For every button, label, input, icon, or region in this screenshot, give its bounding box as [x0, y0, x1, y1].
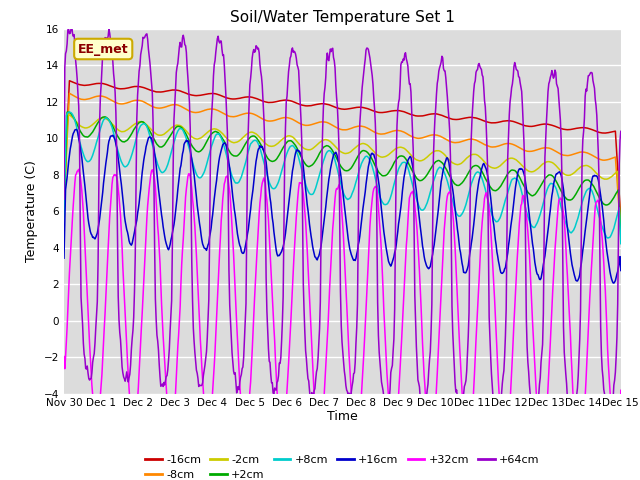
+64cm: [428, 329, 435, 335]
+16cm: [428, 259, 435, 265]
Line: -16cm: -16cm: [64, 81, 621, 219]
+8cm: [214, 131, 222, 137]
+64cm: [617, 129, 625, 134]
-8cm: [60, 196, 68, 202]
-2cm: [64, 111, 72, 117]
Line: -2cm: -2cm: [64, 114, 621, 230]
+2cm: [60, 214, 68, 219]
+32cm: [612, 457, 620, 463]
-2cm: [71, 117, 79, 123]
+2cm: [428, 165, 435, 171]
+8cm: [60, 216, 68, 222]
-8cm: [411, 135, 419, 141]
-2cm: [617, 228, 625, 233]
-2cm: [214, 127, 222, 133]
-16cm: [214, 92, 222, 97]
-16cm: [60, 189, 68, 195]
+2cm: [71, 117, 79, 122]
+16cm: [60, 255, 68, 261]
+2cm: [185, 137, 193, 143]
-8cm: [128, 98, 136, 104]
+8cm: [411, 190, 419, 196]
+8cm: [71, 117, 79, 123]
+16cm: [72, 127, 80, 132]
-2cm: [60, 215, 68, 220]
+32cm: [411, 203, 419, 208]
+16cm: [617, 268, 625, 274]
+32cm: [75, 167, 83, 172]
+32cm: [617, 387, 625, 393]
+32cm: [214, 281, 222, 287]
-2cm: [128, 123, 136, 129]
+64cm: [185, 88, 193, 94]
-16cm: [65, 78, 73, 84]
+32cm: [70, 192, 78, 197]
+16cm: [411, 177, 419, 182]
-8cm: [65, 90, 73, 96]
+32cm: [60, 354, 68, 360]
-8cm: [185, 108, 193, 114]
+16cm: [610, 280, 618, 286]
+2cm: [617, 235, 625, 240]
-16cm: [428, 111, 435, 117]
+2cm: [411, 172, 419, 178]
-16cm: [617, 216, 625, 222]
+64cm: [68, 23, 76, 29]
Line: +16cm: +16cm: [64, 130, 621, 283]
+2cm: [64, 109, 72, 115]
+8cm: [185, 144, 193, 149]
-8cm: [71, 94, 79, 99]
+16cm: [214, 164, 222, 170]
Title: Soil/Water Temperature Set 1: Soil/Water Temperature Set 1: [230, 10, 455, 25]
+32cm: [128, 416, 136, 422]
+64cm: [411, 292, 419, 298]
+8cm: [617, 241, 625, 247]
+64cm: [606, 423, 614, 429]
+16cm: [128, 240, 136, 246]
+32cm: [428, 443, 435, 449]
-8cm: [617, 230, 625, 236]
-2cm: [411, 156, 419, 162]
-16cm: [185, 91, 193, 97]
+8cm: [428, 187, 435, 192]
Y-axis label: Temperature (C): Temperature (C): [25, 160, 38, 262]
Line: +32cm: +32cm: [64, 169, 621, 460]
-16cm: [128, 84, 136, 90]
Line: -8cm: -8cm: [64, 93, 621, 233]
+2cm: [128, 130, 136, 136]
-8cm: [428, 132, 435, 138]
X-axis label: Time: Time: [327, 410, 358, 423]
+8cm: [65, 109, 73, 115]
-2cm: [185, 131, 193, 137]
Legend: -16cm, -8cm, -2cm, +2cm, +8cm, +16cm, +32cm, +64cm: -16cm, -8cm, -2cm, +2cm, +8cm, +16cm, +3…: [141, 450, 544, 480]
Line: +2cm: +2cm: [64, 112, 621, 238]
Line: +64cm: +64cm: [64, 26, 621, 426]
-16cm: [411, 113, 419, 119]
+64cm: [128, 336, 136, 342]
+8cm: [128, 151, 136, 156]
-2cm: [428, 151, 435, 156]
-8cm: [214, 108, 222, 113]
+16cm: [185, 140, 193, 145]
Line: +8cm: +8cm: [64, 112, 621, 244]
+32cm: [185, 171, 193, 177]
+16cm: [70, 129, 78, 135]
+64cm: [60, 196, 68, 202]
Text: EE_met: EE_met: [78, 43, 129, 56]
+64cm: [214, 33, 222, 39]
+2cm: [214, 130, 222, 135]
-16cm: [71, 80, 79, 86]
+64cm: [71, 40, 79, 46]
